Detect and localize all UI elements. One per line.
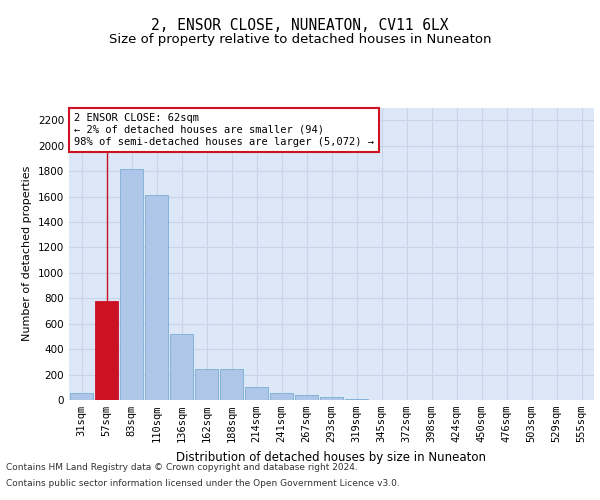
Text: 2, ENSOR CLOSE, NUNEATON, CV11 6LX: 2, ENSOR CLOSE, NUNEATON, CV11 6LX [151,18,449,32]
Bar [194,370,218,400]
Bar [170,334,193,400]
Bar [119,168,143,400]
Bar [245,386,268,400]
Bar [70,393,94,400]
Bar [145,195,169,400]
Text: Contains public sector information licensed under the Open Government Licence v3: Contains public sector information licen… [6,478,400,488]
Bar [95,301,118,400]
Bar [295,395,319,400]
Text: Contains HM Land Registry data © Crown copyright and database right 2024.: Contains HM Land Registry data © Crown c… [6,464,358,472]
Text: 2 ENSOR CLOSE: 62sqm
← 2% of detached houses are smaller (94)
98% of semi-detach: 2 ENSOR CLOSE: 62sqm ← 2% of detached ho… [74,114,374,146]
X-axis label: Distribution of detached houses by size in Nuneaton: Distribution of detached houses by size … [176,450,487,464]
Text: Size of property relative to detached houses in Nuneaton: Size of property relative to detached ho… [109,32,491,46]
Y-axis label: Number of detached properties: Number of detached properties [22,166,32,342]
Bar [320,398,343,400]
Bar [269,393,293,400]
Bar [220,370,244,400]
